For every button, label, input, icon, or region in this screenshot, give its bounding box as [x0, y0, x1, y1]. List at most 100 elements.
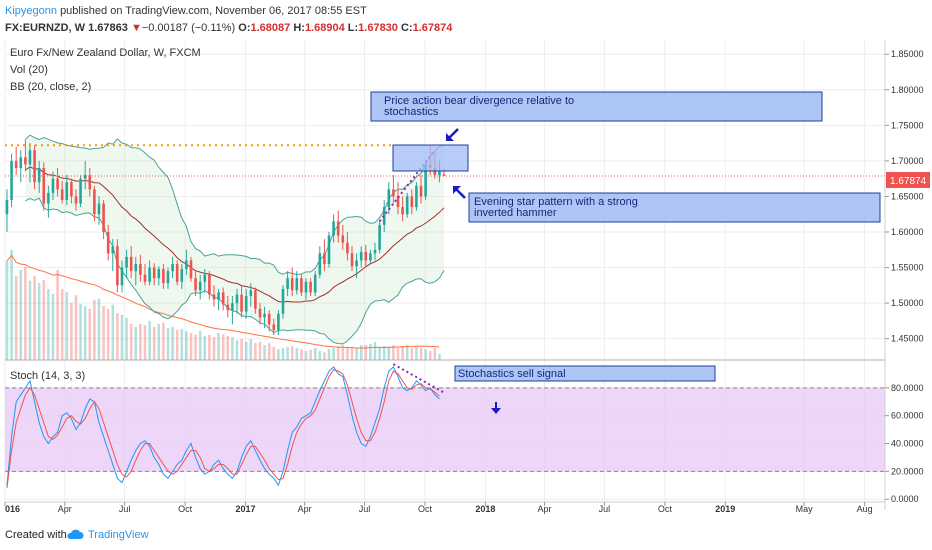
bollinger-fill — [25, 135, 445, 344]
volume-bar — [185, 331, 188, 360]
volume-bar — [129, 323, 133, 360]
volume-bar — [433, 347, 437, 360]
candle-body — [51, 178, 55, 193]
volume-bar — [392, 344, 395, 360]
volume-bar — [235, 340, 239, 360]
tradingview-cloud-icon — [67, 529, 84, 539]
candle-body — [240, 294, 243, 312]
stoch-k-line — [6, 366, 440, 487]
high-label: H: — [293, 22, 305, 34]
low-label: L: — [347, 22, 359, 34]
stoch-band — [5, 387, 885, 472]
candle-body — [272, 324, 276, 331]
candle-body — [392, 189, 395, 197]
volume-bar — [37, 283, 41, 360]
bear-divergence-annotation[interactable]: Price action bear divergence relative to… — [370, 91, 823, 122]
open-value: 1.68087 — [250, 22, 291, 34]
time-tick-label: Aug — [857, 504, 873, 514]
arrow-up-left-icon[interactable] — [453, 186, 466, 199]
low-value: 1.67830 — [358, 22, 398, 34]
volume-bar — [70, 302, 73, 360]
symbol-line: FX:EURNZD, W 1.67863 ▼−0.00187 (−0.11%) … — [5, 22, 452, 34]
volume-bar — [97, 298, 101, 360]
candle-body — [341, 235, 345, 243]
volume-bar — [304, 350, 308, 360]
volume-bar — [244, 341, 248, 360]
volume-bar — [226, 335, 230, 360]
candle-body — [152, 267, 156, 279]
candle-body — [415, 185, 418, 208]
volume-bar — [313, 347, 317, 360]
volume-bar — [111, 304, 115, 360]
candle-body — [148, 267, 151, 282]
candle-body — [424, 164, 427, 197]
candle-body — [157, 268, 161, 279]
candle-body — [203, 274, 207, 282]
bollinger-legend: BB (20, close, 2) — [10, 81, 91, 93]
price-candles — [5, 139, 446, 336]
volume-bar — [396, 347, 400, 360]
candle-body — [300, 278, 303, 293]
candle-body — [267, 313, 271, 325]
volume-bar — [180, 328, 184, 360]
footer-brand-link[interactable]: TradingView — [88, 529, 149, 541]
volume-bar — [336, 346, 340, 360]
time-tick-label: 016 — [5, 504, 20, 514]
time-axis[interactable]: 016 Apr Jul Oct 2017 Apr Jul Oct 2018 Apr Jul Oct 20… — [4, 502, 873, 514]
stoch-signal-text: Stochastics sell signal — [458, 368, 566, 380]
stoch-tick-label: 20.0000 — [891, 466, 924, 476]
evening-star-annotation[interactable]: Evening star pattern with a strong inver… — [468, 192, 881, 223]
volume-bar — [231, 337, 234, 360]
volume-bar — [5, 260, 9, 360]
volume-bar — [56, 269, 59, 360]
candle-body — [116, 246, 119, 286]
price-axis[interactable]: 1.85000 1.80000 1.75000 1.70000 1.65000 1.600… — [885, 49, 924, 344]
volume-bar — [194, 334, 197, 360]
price-tick-label: 1.80000 — [891, 85, 924, 95]
bollinger-bands — [25, 134, 445, 345]
arrow-down-icon[interactable] — [491, 402, 501, 414]
arrow-down-left-icon[interactable] — [446, 128, 459, 141]
candle-body — [295, 278, 299, 291]
volume-bar — [263, 344, 266, 360]
stoch-band-fill — [5, 387, 885, 472]
author-link[interactable]: Kipyegonn — [5, 5, 57, 17]
candle-body — [231, 303, 234, 311]
volume-bar — [175, 329, 179, 360]
volume-bar — [355, 347, 358, 360]
candle-body — [189, 260, 193, 279]
candle-body — [37, 168, 41, 183]
stoch-signal-annotation[interactable]: Stochastics sell signal — [454, 365, 716, 382]
volume-bar — [88, 308, 92, 360]
candle-body — [258, 308, 262, 318]
volume-bar — [157, 323, 161, 360]
candle-body — [28, 150, 32, 165]
stoch-axis[interactable]: 80.0000 60.0000 40.0000 20.0000 0.0000 — [885, 383, 924, 504]
symbol-label: FX:EURNZD, W — [5, 22, 86, 34]
volume-bar — [364, 344, 368, 360]
candle-body — [10, 160, 13, 200]
volume-bar — [272, 346, 276, 360]
volume-bar — [419, 347, 423, 360]
chart-canvas[interactable]: 1.85000 1.80000 1.75000 1.70000 1.65000 1.600… — [0, 40, 932, 520]
volume-bar — [341, 344, 345, 360]
time-tick-label: 2018 — [475, 504, 495, 514]
footer-created-label: Created with — [5, 529, 67, 541]
volume-bar — [24, 266, 27, 360]
time-tick-label: Apr — [58, 504, 72, 514]
candle-body — [309, 281, 312, 293]
volume-bar — [267, 343, 271, 360]
publish-line: Kipyegonn published on TradingView.com, … — [5, 5, 367, 17]
last-price-label: 1.67874 — [890, 176, 927, 187]
candle-body — [162, 268, 165, 284]
volume-bar — [28, 280, 32, 360]
candle-body — [254, 290, 257, 309]
stoch-d-line — [6, 369, 440, 489]
volume-bar — [346, 346, 349, 360]
volume-bar — [410, 347, 414, 360]
volume-bar — [125, 317, 128, 360]
price-tick-label: 1.70000 — [891, 156, 924, 166]
volume-ma-line — [6, 254, 440, 349]
highlight-box[interactable] — [392, 144, 469, 172]
close-label: C: — [400, 22, 413, 34]
